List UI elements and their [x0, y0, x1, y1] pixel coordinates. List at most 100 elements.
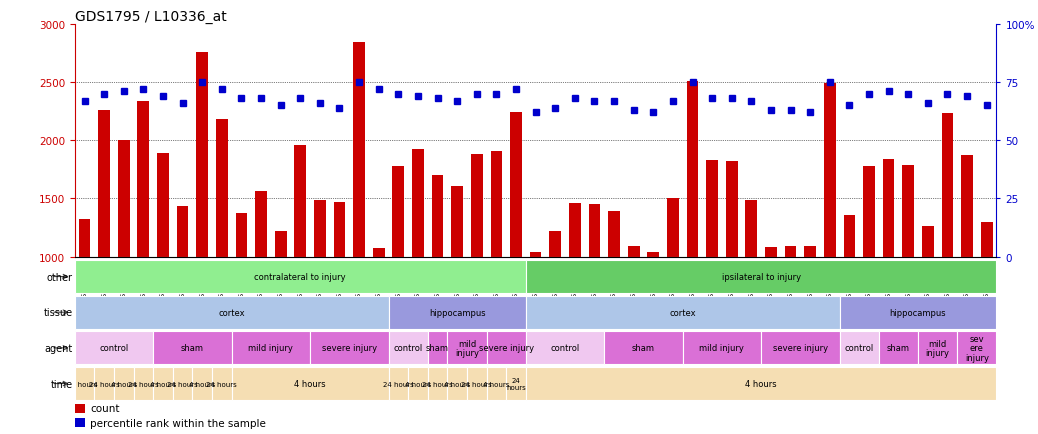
Bar [471, 155, 483, 257]
Text: control: control [550, 344, 579, 352]
Text: contralateral to injury: contralateral to injury [254, 273, 346, 281]
Bar [549, 231, 562, 257]
Bar [373, 249, 385, 257]
Text: 24 hours: 24 hours [383, 381, 414, 387]
Bar [491, 151, 502, 257]
Bar [388, 367, 408, 400]
Text: hippocampus: hippocampus [429, 308, 486, 317]
Text: 4 hours: 4 hours [149, 381, 176, 387]
Bar [487, 367, 507, 400]
Bar [824, 84, 836, 257]
Text: 24 hours: 24 hours [462, 381, 492, 387]
Text: 4 hours: 4 hours [405, 381, 431, 387]
Bar [333, 202, 346, 257]
Text: mild injury: mild injury [700, 344, 744, 352]
Bar [683, 332, 761, 365]
Bar [99, 111, 110, 257]
Bar [75, 404, 85, 413]
Bar [487, 332, 526, 365]
Text: count: count [90, 403, 119, 413]
Bar [589, 205, 600, 257]
Bar [388, 332, 428, 365]
Text: 4 hours: 4 hours [444, 381, 470, 387]
Bar [840, 332, 879, 365]
Bar [785, 247, 796, 257]
Bar [75, 296, 388, 329]
Bar [761, 332, 840, 365]
Text: tissue: tissue [44, 308, 73, 317]
Bar [918, 332, 957, 365]
Bar [569, 204, 580, 257]
Bar [840, 296, 996, 329]
Bar [412, 150, 424, 257]
Bar [428, 332, 447, 365]
Text: 24 hours: 24 hours [207, 381, 238, 387]
Bar [388, 296, 526, 329]
Text: mild
injury: mild injury [455, 339, 479, 357]
Text: 4 hours: 4 hours [484, 381, 510, 387]
Bar [408, 367, 428, 400]
Text: severe injury: severe injury [773, 344, 828, 352]
Bar [604, 332, 683, 365]
Bar [941, 114, 953, 257]
Bar [467, 367, 487, 400]
Bar [428, 367, 447, 400]
Bar [879, 332, 918, 365]
Text: mild injury: mild injury [248, 344, 294, 352]
Text: 24
hours: 24 hours [507, 378, 526, 390]
Bar [236, 214, 247, 257]
Bar [94, 367, 114, 400]
Bar [134, 367, 154, 400]
Bar [957, 332, 996, 365]
Text: hippocampus: hippocampus [890, 308, 947, 317]
Bar [114, 367, 134, 400]
Bar [137, 102, 149, 257]
Bar [216, 120, 227, 257]
Bar [392, 166, 404, 257]
Bar [295, 145, 306, 257]
Text: other: other [47, 272, 73, 282]
Text: 4 hours: 4 hours [111, 381, 137, 387]
Bar [526, 367, 996, 400]
Bar [667, 199, 679, 257]
Text: sev
ere
injury: sev ere injury [965, 334, 989, 362]
Bar [432, 176, 443, 257]
Bar [529, 252, 542, 257]
Bar [275, 231, 286, 257]
Bar [353, 43, 365, 257]
Bar [526, 332, 604, 365]
Bar [961, 156, 973, 257]
Bar [176, 207, 189, 257]
Bar [864, 166, 875, 257]
Bar [922, 227, 934, 257]
Text: GDS1795 / L10336_at: GDS1795 / L10336_at [75, 10, 226, 24]
Bar [157, 154, 169, 257]
Bar [75, 367, 94, 400]
Bar [526, 260, 996, 293]
Bar [75, 260, 526, 293]
Bar [804, 247, 816, 257]
Bar [648, 252, 659, 257]
Bar [765, 248, 776, 257]
Bar [745, 200, 757, 257]
Bar [255, 192, 267, 257]
Bar [510, 113, 522, 257]
Bar [882, 159, 895, 257]
Bar [172, 367, 192, 400]
Text: cortex: cortex [670, 308, 696, 317]
Text: sham: sham [181, 344, 203, 352]
Text: 24 hours: 24 hours [89, 381, 119, 387]
Text: mild
injury: mild injury [926, 339, 950, 357]
Text: control: control [393, 344, 422, 352]
Text: control: control [845, 344, 874, 352]
Bar [526, 296, 840, 329]
Bar [726, 162, 738, 257]
Text: cortex: cortex [218, 308, 245, 317]
Bar [844, 215, 855, 257]
Text: sham: sham [632, 344, 655, 352]
Bar [192, 367, 212, 400]
Text: 4 hours: 4 hours [294, 379, 326, 388]
Bar [231, 332, 310, 365]
Text: percentile rank within the sample: percentile rank within the sample [90, 418, 266, 428]
Text: 4 hours: 4 hours [189, 381, 216, 387]
